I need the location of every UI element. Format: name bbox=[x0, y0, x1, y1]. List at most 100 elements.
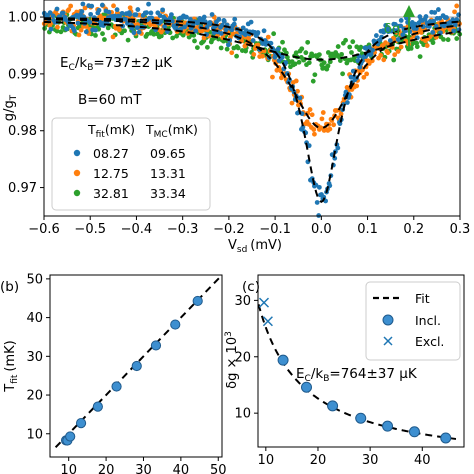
c-data-marks bbox=[257, 297, 459, 444]
top-legend: Tfit(mK) TMC(mK) 08.27 09.65 12.75 13.31… bbox=[51, 117, 211, 211]
data-point bbox=[122, 28, 127, 34]
data-point bbox=[398, 18, 404, 23]
data-point bbox=[431, 18, 436, 24]
data-point bbox=[378, 52, 384, 58]
data-point bbox=[318, 125, 324, 131]
c-incl-point bbox=[382, 420, 394, 432]
data-point bbox=[223, 27, 229, 33]
data-point bbox=[191, 32, 197, 38]
data-point bbox=[119, 10, 125, 16]
b-y-tick-label: 20 bbox=[26, 389, 43, 404]
data-point bbox=[366, 45, 372, 50]
data-point bbox=[79, 9, 85, 14]
data-point bbox=[395, 49, 401, 54]
data-point bbox=[381, 29, 387, 35]
data-point bbox=[325, 50, 331, 55]
data-point bbox=[99, 2, 105, 8]
x-tick-label: 0.3 bbox=[450, 222, 471, 237]
data-point bbox=[349, 50, 354, 55]
b-data-point bbox=[170, 319, 181, 330]
data-point bbox=[430, 40, 436, 46]
data-point bbox=[387, 38, 393, 43]
data-point bbox=[402, 28, 408, 34]
data-point bbox=[193, 28, 199, 34]
data-point bbox=[312, 131, 317, 137]
data-point bbox=[82, 5, 88, 11]
data-point bbox=[201, 35, 207, 41]
data-point bbox=[299, 111, 305, 117]
data-point bbox=[280, 39, 285, 45]
data-point bbox=[231, 21, 237, 27]
data-point bbox=[188, 17, 193, 22]
data-point bbox=[314, 200, 320, 205]
data-point bbox=[305, 39, 311, 45]
data-point bbox=[112, 13, 118, 19]
data-point bbox=[87, 19, 93, 25]
data-point bbox=[111, 3, 116, 9]
data-point bbox=[391, 57, 397, 63]
c-excl-stroke bbox=[258, 297, 270, 308]
data-point bbox=[335, 145, 341, 151]
x-tick-label: −0.4 bbox=[121, 222, 153, 237]
data-point bbox=[357, 64, 363, 70]
b-ticks: 10 20 30 40 50 10 20 30 40 50 bbox=[26, 272, 226, 474]
c-incl-point bbox=[408, 426, 420, 438]
data-point bbox=[327, 59, 333, 65]
data-point bbox=[117, 14, 122, 20]
data-point bbox=[283, 60, 289, 65]
c-ylabel: δg × 103 bbox=[224, 331, 240, 389]
data-point bbox=[275, 46, 281, 52]
x-tick-label: 0.1 bbox=[357, 222, 378, 237]
data-point bbox=[293, 50, 299, 56]
data-point bbox=[93, 33, 98, 38]
data-point bbox=[162, 24, 167, 30]
c-legend-excl-label: Excl. bbox=[415, 334, 444, 349]
data-point bbox=[174, 33, 179, 39]
data-point bbox=[299, 46, 305, 52]
data-point bbox=[230, 31, 236, 36]
b-data-point bbox=[92, 401, 103, 412]
data-point bbox=[316, 184, 322, 190]
data-point bbox=[261, 28, 267, 34]
panel-c-label: (c) bbox=[242, 279, 260, 295]
data-point bbox=[381, 57, 387, 63]
data-point bbox=[133, 12, 139, 17]
data-point bbox=[270, 74, 275, 80]
b-x-tick-label: 30 bbox=[135, 463, 152, 474]
c-legend-incl-marker bbox=[382, 314, 394, 326]
data-point bbox=[151, 31, 157, 37]
c-x-tick-label: 20 bbox=[310, 453, 327, 468]
b-x-tick-label: 50 bbox=[210, 463, 227, 474]
data-point bbox=[400, 32, 406, 38]
data-point bbox=[134, 25, 140, 31]
b-y-tick-label: 40 bbox=[26, 311, 43, 326]
data-point bbox=[373, 33, 379, 38]
b-data-point bbox=[111, 381, 122, 392]
data-point bbox=[310, 78, 316, 84]
c-incl-point bbox=[301, 381, 313, 393]
b-x-tick-label: 20 bbox=[98, 463, 115, 474]
data-point bbox=[370, 47, 376, 53]
legend-row-1-tfit: 08.27 bbox=[93, 146, 129, 161]
top-ylabel: g/gT bbox=[2, 94, 19, 121]
data-point bbox=[327, 126, 333, 132]
data-point bbox=[395, 37, 401, 42]
data-point bbox=[268, 40, 274, 46]
data-point bbox=[123, 16, 128, 22]
data-point bbox=[160, 7, 166, 13]
data-point bbox=[106, 9, 112, 15]
top-ticks: −0.6 −0.5 −0.4 −0.3 −0.2 −0.1 0.0 0.1 0.2 0.3 0.97… bbox=[8, 11, 470, 237]
c-x-tick-label: 40 bbox=[414, 453, 431, 468]
data-point bbox=[201, 14, 207, 20]
top-field-annotation: B=60 mT bbox=[78, 92, 142, 108]
data-point bbox=[331, 122, 337, 128]
data-point bbox=[297, 95, 303, 101]
data-point bbox=[102, 37, 107, 42]
x-tick-label: 0.0 bbox=[311, 222, 332, 237]
data-point bbox=[47, 10, 53, 16]
data-point bbox=[78, 27, 84, 33]
c-excl-stroke bbox=[262, 316, 273, 327]
data-point bbox=[192, 38, 197, 44]
b-data-marks bbox=[54, 276, 221, 449]
top-ec-annotation: EC/kB=737±2 μK bbox=[60, 55, 173, 73]
